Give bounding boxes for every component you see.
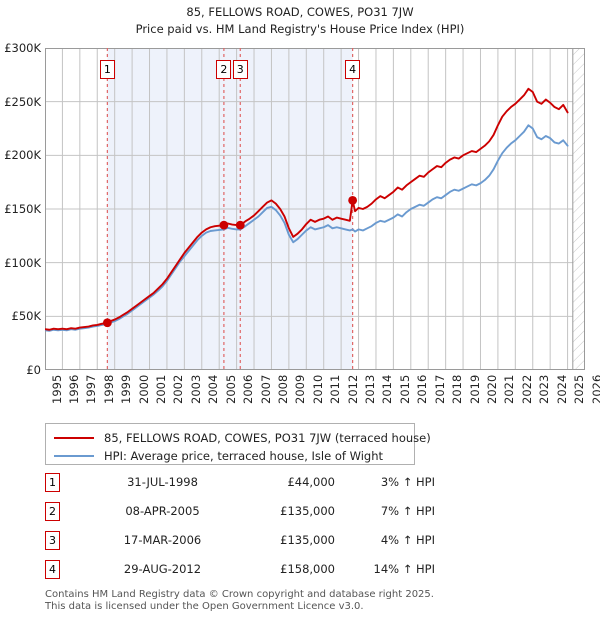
chart-subtitle: Price paid vs. HM Land Registry's House … [135, 22, 465, 36]
row-number-badge: 4 [45, 560, 60, 579]
x-axis-tick-label: 1999 [119, 374, 134, 404]
row-number-badge: 1 [45, 473, 60, 492]
x-axis-tick-label: 2013 [363, 374, 378, 404]
series-line [45, 124, 569, 332]
x-axis-tick-label: 2022 [519, 374, 534, 404]
row-number-badge: 3 [45, 531, 60, 550]
x-axis-tick-label: 1996 [66, 374, 81, 404]
page-title: 85, FELLOWS ROAD, COWES, PO31 7JW Price … [0, 4, 600, 38]
sale-price: £158,000 [280, 562, 335, 576]
sale-point-dot [102, 318, 112, 328]
chart-legend: 85, FELLOWS ROAD, COWES, PO31 7JW (terra… [45, 423, 431, 466]
table-row[interactable]: 1 31-JUL-1998 £44,000 3% ↑ HPI [45, 472, 465, 501]
footer-line-1: Contains HM Land Registry data © Crown c… [45, 589, 434, 600]
hpi-difference: 4% ↑ HPI [380, 533, 435, 547]
chart-title: 85, FELLOWS ROAD, COWES, PO31 7JW [186, 5, 414, 19]
footer-line-2: This data is licensed under the Open Gov… [45, 600, 364, 612]
x-axis-tick-label: 2003 [188, 374, 203, 404]
x-axis-tick-label: 2014 [380, 374, 395, 404]
y-axis-tick-label: £200K [4, 148, 41, 163]
sale-date: 31-JUL-1998 [127, 475, 198, 489]
sale-date: 17-MAR-2006 [123, 533, 202, 547]
x-axis-tick-label: 2010 [310, 374, 325, 404]
x-axis-tick-label: 2011 [328, 374, 343, 404]
x-axis-tick-label: 2007 [258, 374, 273, 404]
legend-color-swatch [54, 455, 94, 457]
transactions-table: 1 31-JUL-1998 £44,000 3% ↑ HPI 2 08-APR-2005 £… [45, 472, 465, 588]
sale-price: £135,000 [280, 533, 335, 547]
x-axis-tick-label: 2005 [223, 374, 238, 404]
x-axis-tick-label: 2004 [206, 374, 221, 404]
y-axis-tick-label: £50K [11, 309, 42, 324]
x-axis-tick-label: 1998 [101, 374, 116, 404]
x-axis-tick-label: 2024 [554, 374, 569, 404]
x-axis-tick-label: 2008 [275, 374, 290, 404]
x-axis-tick-label: 2018 [450, 374, 465, 404]
table-row[interactable]: 3 17-MAR-2006 £135,000 4% ↑ HPI [45, 530, 465, 559]
x-axis-tick-label: 2012 [345, 374, 360, 404]
legend-item: 85, FELLOWS ROAD, COWES, PO31 7JW (terra… [54, 428, 431, 448]
x-axis-tick-label: 1995 [49, 374, 64, 404]
x-axis-tick-label: 2026 [589, 374, 600, 404]
x-axis-tick-label: 2006 [241, 374, 256, 404]
x-axis-tick-label: 2019 [467, 374, 482, 404]
plot-border [45, 48, 585, 370]
sale-date: 08-APR-2005 [125, 504, 200, 518]
sale-marker-badge[interactable]: 1 [99, 60, 115, 79]
table-row[interactable]: 4 29-AUG-2012 £158,000 14% ↑ HPI [45, 559, 465, 588]
sale-point-dot [235, 220, 245, 230]
sale-marker-badge[interactable]: 4 [345, 60, 361, 79]
sale-price: £44,000 [287, 475, 335, 489]
price-history-chart [45, 48, 585, 370]
hpi-difference: 14% ↑ HPI [373, 562, 435, 576]
sale-marker-badge[interactable]: 3 [232, 60, 248, 79]
table-row[interactable]: 2 08-APR-2005 £135,000 7% ↑ HPI [45, 501, 465, 530]
x-axis-tick-label: 2021 [502, 374, 517, 404]
x-axis-tick-label: 2025 [572, 374, 587, 404]
x-axis-tick-label: 2017 [432, 374, 447, 404]
no-data-hatched-region [572, 48, 585, 370]
y-axis-tick-label: £0 [26, 363, 41, 377]
footer-attribution: Contains HM Land Registry data © Crown c… [45, 589, 565, 612]
y-axis-tick-label: £150K [4, 202, 41, 216]
x-axis-tick-label: 2000 [136, 374, 151, 404]
chart-plot-area [45, 48, 585, 370]
sale-point-dot [348, 196, 358, 205]
legend-label: HPI: Average price, terraced house, Isle… [104, 449, 384, 463]
x-axis-tick-label: 1997 [84, 374, 99, 404]
row-number-badge: 2 [45, 502, 60, 521]
legend-item: HPI: Average price, terraced house, Isle… [54, 446, 383, 466]
legend-label: 85, FELLOWS ROAD, COWES, PO31 7JW (terra… [104, 431, 431, 445]
y-axis-tick-label: £300K [4, 41, 41, 55]
sale-price: £135,000 [280, 504, 335, 518]
series-line [45, 87, 569, 331]
y-axis-tick-label: £100K [4, 255, 41, 270]
x-axis-tick-label: 2015 [397, 374, 412, 404]
x-axis-tick-label: 2016 [415, 374, 430, 404]
x-axis-tick-label: 2009 [293, 374, 308, 404]
x-axis-tick-label: 2001 [154, 374, 169, 404]
sale-date: 29-AUG-2012 [123, 562, 202, 576]
hpi-difference: 7% ↑ HPI [380, 504, 435, 518]
x-axis-tick-label: 2020 [484, 374, 499, 404]
legend-color-swatch [54, 437, 94, 439]
x-axis-tick-label: 2023 [537, 374, 552, 404]
y-axis-tick-label: £250K [4, 94, 41, 109]
hpi-difference: 3% ↑ HPI [380, 475, 435, 489]
x-axis-tick-label: 2002 [171, 374, 186, 404]
sale-marker-badge[interactable]: 2 [216, 60, 232, 79]
sale-point-dot [219, 220, 229, 230]
